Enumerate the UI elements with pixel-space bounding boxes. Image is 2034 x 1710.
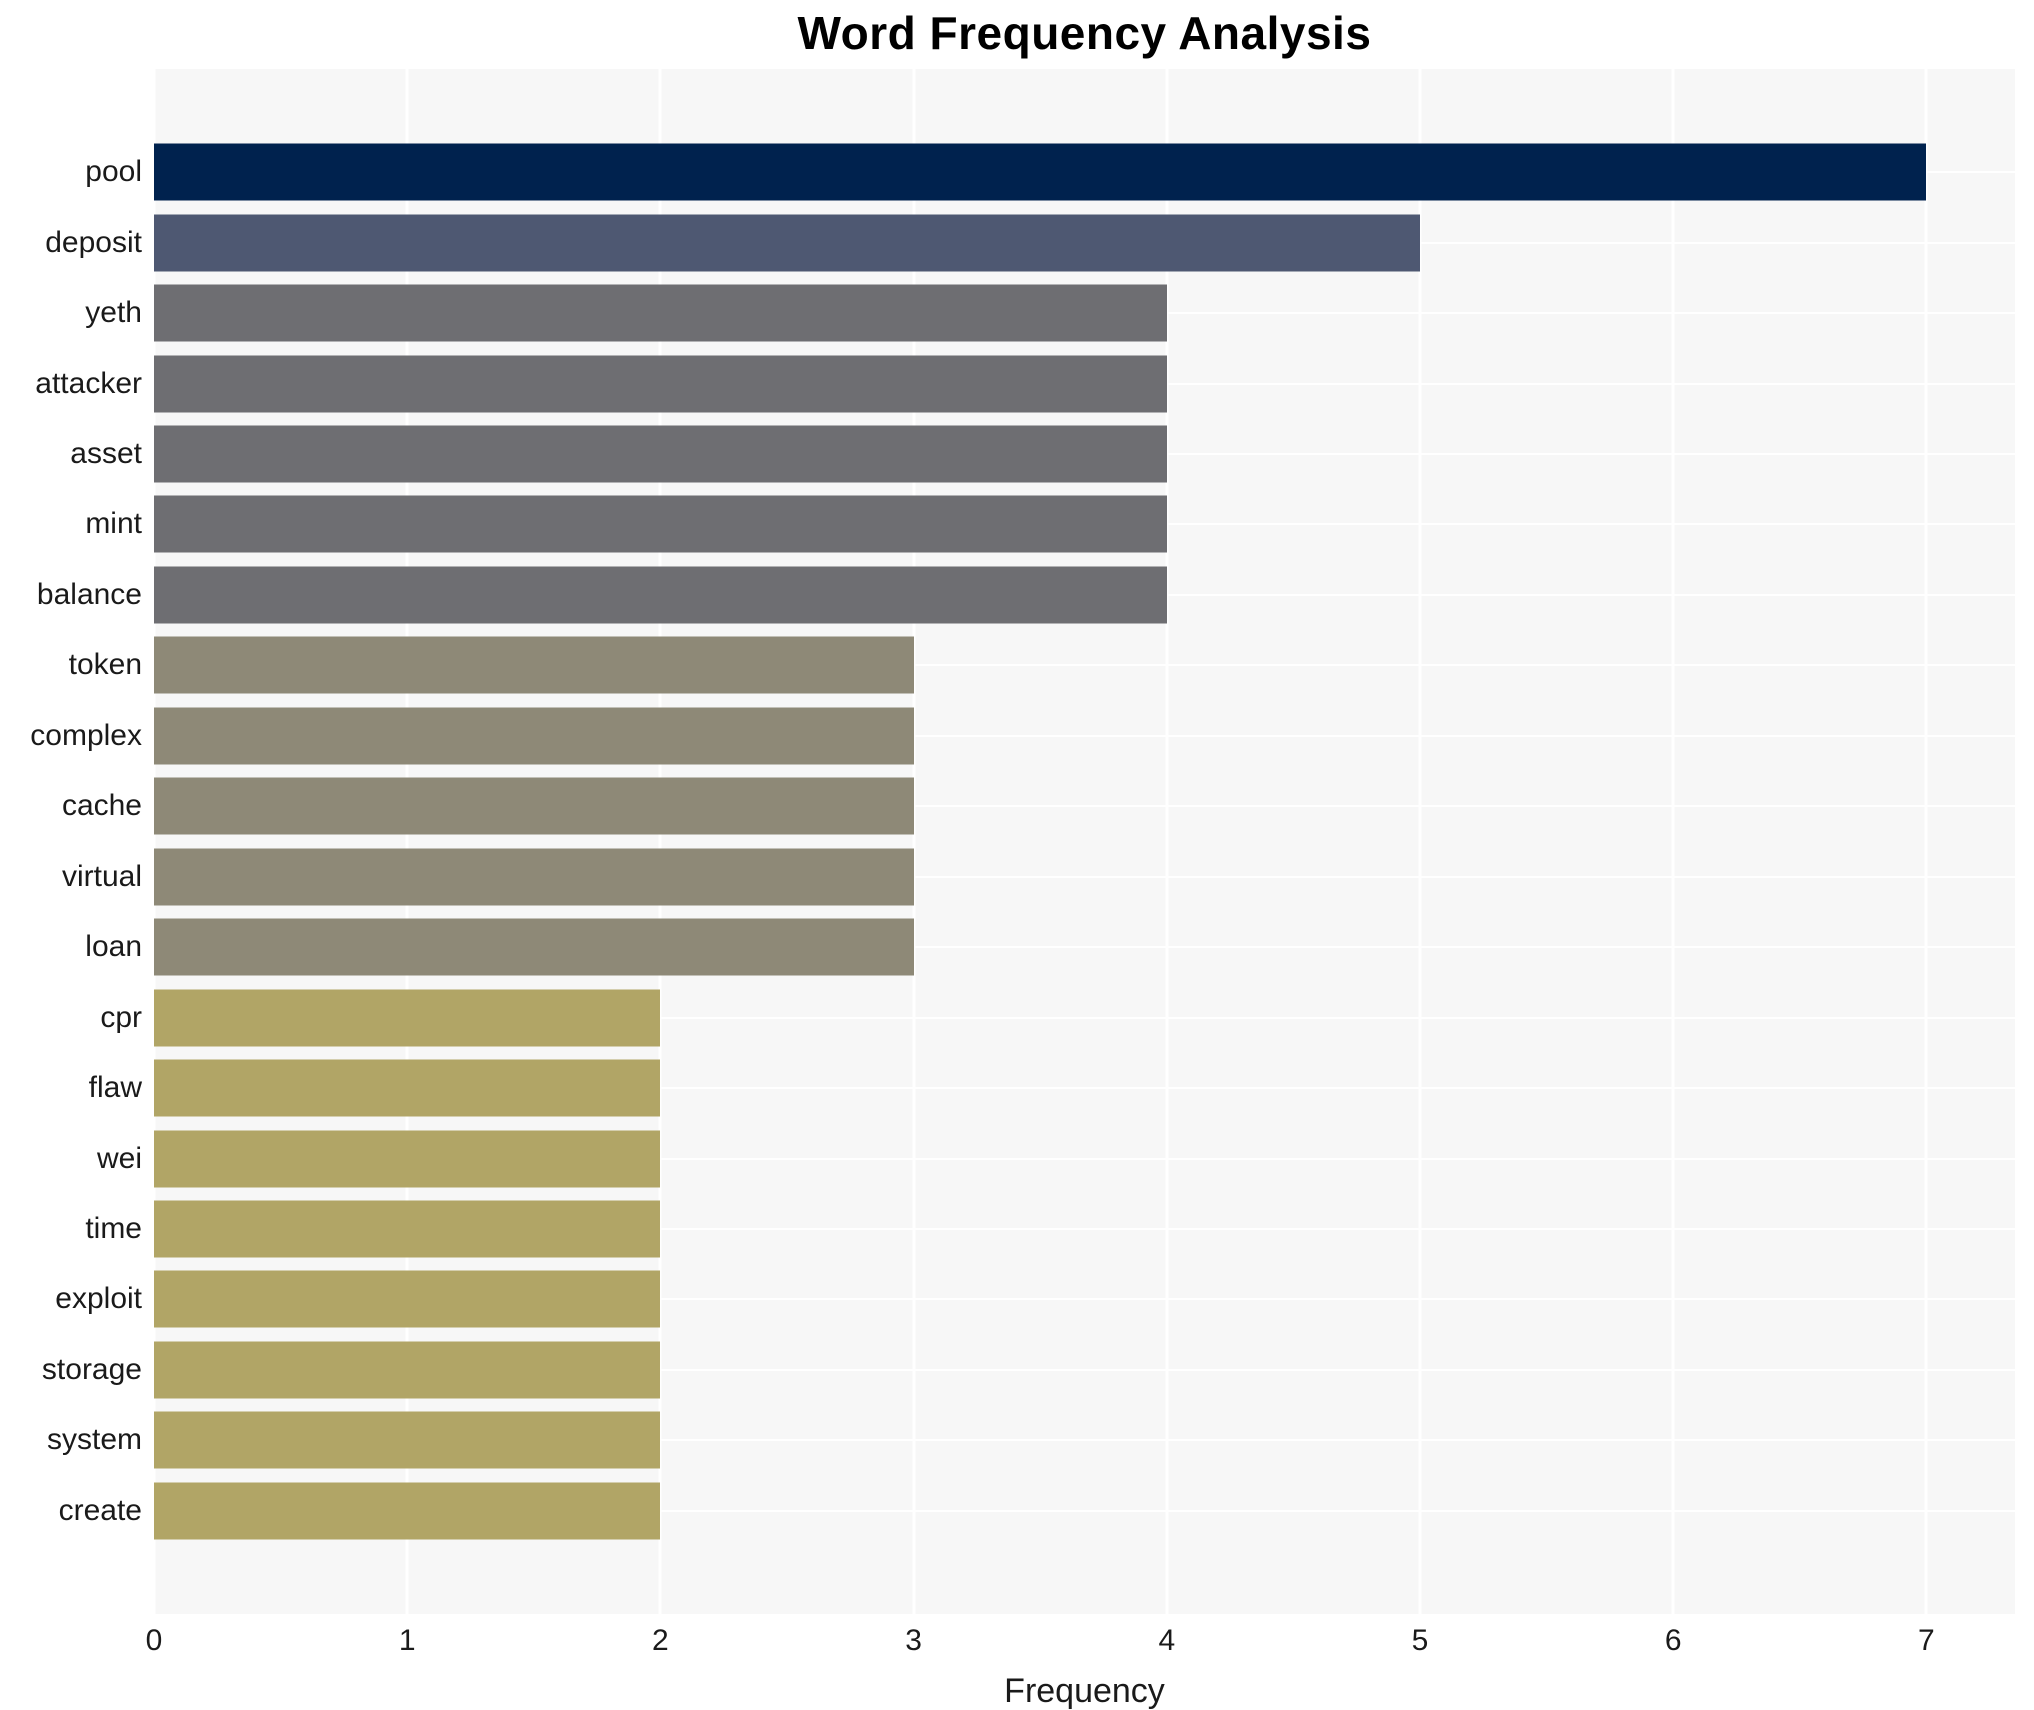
bar-storage: [154, 1341, 661, 1399]
bar-row: mint: [85, 489, 2015, 559]
grid-line-vertical: [1165, 69, 1169, 1614]
y-tick-label-attacker: attacker: [35, 366, 142, 400]
bar-rows-container: pool deposit yeth attacker asset mint balance t…: [30, 137, 2015, 1546]
x-tick-label: 3: [905, 1624, 922, 1657]
bar-balance: [154, 566, 1167, 624]
y-tick-label-balance: balance: [36, 577, 142, 611]
y-tick-label-complex: complex: [30, 718, 142, 752]
bar-pool: [154, 143, 1927, 201]
bar-row: virtual: [62, 842, 2015, 912]
y-tick-label-flaw: flaw: [88, 1071, 142, 1105]
y-tick-label-loan: loan: [85, 930, 142, 964]
x-tick-label: 7: [1918, 1624, 1935, 1657]
y-tick-label-system: system: [46, 1423, 142, 1457]
grid-line-vertical: [658, 69, 662, 1614]
bar-create: [154, 1482, 661, 1540]
chart-title: Word Frequency Analysis: [797, 7, 1372, 59]
y-tick-label-create: create: [58, 1493, 142, 1527]
bar-asset: [154, 425, 1167, 483]
grid-line-horizontal: [154, 1439, 2015, 1442]
y-tick-label-time: time: [85, 1212, 142, 1246]
x-tick-label: 4: [1158, 1624, 1176, 1657]
grid-line-horizontal: [154, 805, 2015, 808]
x-tick-label: 1: [398, 1624, 416, 1657]
bar-time: [154, 1200, 661, 1258]
bar-exploit: [154, 1270, 661, 1328]
grid-line-horizontal: [154, 1087, 2015, 1090]
grid-line-vertical: [1418, 69, 1422, 1614]
grid-line-vertical: [152, 69, 156, 1614]
y-tick-label-mint: mint: [85, 507, 142, 541]
grid-line-horizontal: [154, 1016, 2015, 1019]
grid-line-horizontal: [154, 1368, 2015, 1371]
x-tick-label: 0: [145, 1624, 163, 1657]
bar-complex: [154, 707, 914, 765]
bar-attacker: [154, 355, 1167, 413]
bar-row: attacker: [35, 348, 2015, 418]
y-tick-label-storage: storage: [41, 1352, 142, 1386]
x-axis: 0 1 2 3 4 5 6 7: [146, 1624, 2015, 1670]
bar-row: cache: [62, 771, 2015, 841]
grid-line-horizontal: [154, 946, 2015, 949]
bar-system: [154, 1411, 661, 1469]
y-tick-label-token: token: [68, 648, 142, 682]
bar-row: asset: [70, 419, 2015, 489]
y-tick-label-pool: pool: [85, 155, 142, 189]
bar-row: balance: [37, 560, 2015, 630]
grid-line-horizontal: [154, 734, 2015, 737]
bar-row: create: [59, 1476, 2015, 1546]
grid-line-vertical: [1671, 69, 1675, 1614]
y-tick-label-wei: wei: [96, 1141, 142, 1175]
bar-row: flaw: [89, 1053, 2015, 1123]
bar-row: wei: [97, 1123, 2015, 1193]
grid-line-horizontal: [154, 1298, 2015, 1301]
y-tick-label-asset: asset: [70, 437, 142, 471]
y-tick-label-virtual: virtual: [61, 859, 142, 893]
bar-deposit: [154, 214, 1420, 272]
bar-yeth: [154, 284, 1167, 342]
grid-line-horizontal: [154, 1228, 2015, 1231]
bar-row: loan: [85, 912, 2015, 982]
bar-virtual: [154, 848, 914, 906]
bar-row: system: [47, 1405, 2015, 1475]
grid-line-horizontal: [154, 1157, 2015, 1160]
bar-row: pool: [85, 137, 2015, 207]
y-tick-label-cache: cache: [61, 789, 142, 823]
bar-wei: [154, 1130, 661, 1188]
bar-row: deposit: [45, 207, 2015, 277]
bar-mint: [154, 495, 1167, 553]
grid-line-vertical: [912, 69, 916, 1614]
bar-token: [154, 636, 914, 694]
y-tick-label-yeth: yeth: [85, 296, 142, 330]
bar-row: cpr: [100, 982, 2015, 1052]
y-tick-label-exploit: exploit: [55, 1282, 142, 1316]
x-tick-label: 2: [652, 1624, 669, 1657]
grid-line-vertical: [1924, 69, 1928, 1614]
bar-flaw: [154, 1059, 661, 1117]
grid-line-horizontal: [154, 1509, 2015, 1512]
bar-cpr: [154, 989, 661, 1047]
x-axis-label: Frequency: [1004, 1672, 1165, 1710]
bar-loan: [154, 918, 914, 976]
grid-line-horizontal: [154, 875, 2015, 878]
plot-area: pool deposit yeth attacker asset mint balance t…: [30, 69, 2015, 1614]
x-tick-label: 6: [1664, 1624, 1682, 1657]
bar-row: complex: [30, 701, 2015, 771]
grid-line-vertical: [405, 69, 409, 1614]
x-tick-label: 5: [1411, 1624, 1429, 1657]
bar-row: yeth: [85, 278, 2015, 348]
grid-line-horizontal: [154, 664, 2015, 667]
bar-row: exploit: [55, 1264, 2015, 1334]
y-tick-label-cpr: cpr: [100, 1000, 142, 1034]
bar-row: token: [69, 630, 2015, 700]
bar-row: time: [85, 1194, 2015, 1264]
bar-row: storage: [42, 1335, 2015, 1405]
bar-cache: [154, 777, 914, 835]
y-tick-label-deposit: deposit: [45, 225, 142, 259]
